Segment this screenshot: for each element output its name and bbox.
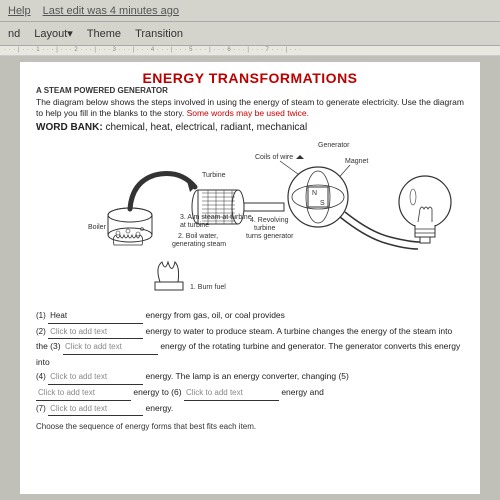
svg-text:S: S [320, 200, 325, 207]
blank-6[interactable]: Click to add text [184, 386, 279, 401]
label-step4c: turns generator [246, 233, 294, 240]
blank-3[interactable]: Click to add text [63, 340, 158, 355]
label-boiler: Boiler [88, 224, 107, 231]
label-turbine: Turbine [202, 172, 226, 179]
blank-2[interactable]: Click to add text [48, 325, 143, 340]
label-step2b: generating steam [172, 241, 226, 248]
svg-text:at turbine: at turbine [180, 222, 209, 229]
help-link[interactable]: Help [8, 5, 31, 17]
steam-generator-diagram: Generator Coils of wire Magnet Turbine B… [36, 137, 464, 302]
format-toolbar: nd Layout ▾ Theme Transition [0, 22, 500, 46]
theme-menu[interactable]: Theme [87, 28, 121, 40]
blank-4[interactable]: Click to add text [48, 370, 143, 385]
intro-red: Some words may be used twice. [187, 108, 309, 118]
transition-menu[interactable]: Transition [135, 28, 183, 40]
label-coils: Coils of wire [255, 154, 293, 161]
blank-7[interactable]: Click to add text [48, 402, 143, 417]
last-edit-link[interactable]: Last edit was 4 minutes ago [43, 5, 179, 17]
intro-text: The diagram below shows the steps involv… [36, 97, 464, 119]
bottom-instruction: Choose the sequence of energy forms that… [36, 422, 464, 431]
label-step4a: 4. Revolving [250, 217, 289, 224]
nd-fragment: nd [8, 28, 20, 40]
layout-menu[interactable]: Layout ▾ [34, 27, 73, 40]
label-magnet: Magnet [345, 158, 368, 165]
label-step3: 3. Aim steam at turbine [180, 214, 252, 221]
fill-in-blanks: (1) Heat energy from gas, oil, or coal p… [36, 308, 464, 416]
top-toolbar: Help Last edit was 4 minutes ago [0, 0, 500, 22]
page-area: ENERGY TRANSFORMATIONS A STEAM POWERED G… [0, 56, 500, 500]
svg-text:N: N [312, 190, 317, 197]
ruler: · · · | · · · 1 · · · | · · · 2 · · · | … [0, 46, 500, 56]
blank-1[interactable]: Heat [48, 309, 143, 324]
page-subtitle: A STEAM POWERED GENERATOR [36, 86, 464, 95]
blank-5[interactable]: Click to add text [36, 386, 131, 401]
label-generator: Generator [318, 142, 350, 149]
page-title: ENERGY TRANSFORMATIONS [36, 70, 464, 86]
chevron-down-icon: ▾ [67, 27, 73, 40]
label-step1: 1. Burn fuel [190, 284, 226, 291]
document-page: ENERGY TRANSFORMATIONS A STEAM POWERED G… [20, 62, 480, 494]
label-step4b: turbine [254, 225, 276, 232]
label-step2a: 2. Boil water, [178, 233, 218, 240]
word-bank: WORD BANK: chemical, heat, electrical, r… [36, 122, 464, 133]
